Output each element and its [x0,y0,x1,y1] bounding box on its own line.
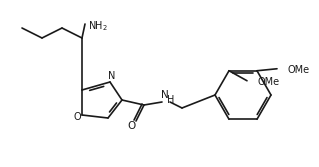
Text: NH$_2$: NH$_2$ [88,19,108,33]
Text: N: N [161,90,169,100]
Text: O: O [127,121,135,131]
Text: H: H [167,95,175,105]
Text: OMe: OMe [257,77,279,87]
Text: O: O [73,112,81,122]
Text: N: N [108,71,116,81]
Text: OMe: OMe [287,65,309,75]
